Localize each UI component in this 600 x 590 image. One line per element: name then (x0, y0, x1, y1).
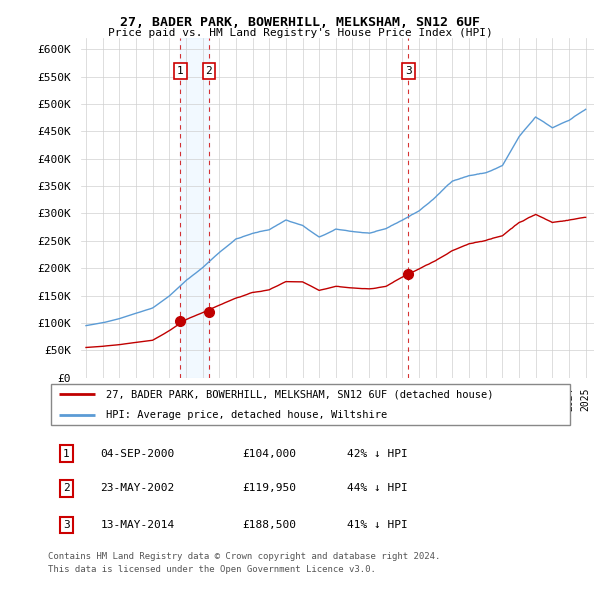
FancyBboxPatch shape (50, 384, 571, 425)
Text: 23-MAY-2002: 23-MAY-2002 (101, 483, 175, 493)
Text: 44% ↓ HPI: 44% ↓ HPI (347, 483, 408, 493)
Text: HPI: Average price, detached house, Wiltshire: HPI: Average price, detached house, Wilt… (106, 410, 387, 420)
Text: Contains HM Land Registry data © Crown copyright and database right 2024.: Contains HM Land Registry data © Crown c… (48, 552, 440, 560)
Text: 3: 3 (405, 66, 412, 76)
Text: £188,500: £188,500 (242, 520, 296, 530)
Text: 2: 2 (63, 483, 70, 493)
Text: £119,950: £119,950 (242, 483, 296, 493)
Text: 1: 1 (177, 66, 184, 76)
Text: 27, BADER PARK, BOWERHILL, MELKSHAM, SN12 6UF (detached house): 27, BADER PARK, BOWERHILL, MELKSHAM, SN1… (106, 389, 493, 399)
Text: 27, BADER PARK, BOWERHILL, MELKSHAM, SN12 6UF: 27, BADER PARK, BOWERHILL, MELKSHAM, SN1… (120, 16, 480, 29)
Bar (181, 38, 209, 378)
Text: 42% ↓ HPI: 42% ↓ HPI (347, 449, 408, 458)
Text: £104,000: £104,000 (242, 449, 296, 458)
Text: 2: 2 (206, 66, 212, 76)
Text: 1: 1 (63, 449, 70, 458)
Text: 04-SEP-2000: 04-SEP-2000 (101, 449, 175, 458)
Text: 13-MAY-2014: 13-MAY-2014 (101, 520, 175, 530)
Text: 3: 3 (63, 520, 70, 530)
Text: Price paid vs. HM Land Registry's House Price Index (HPI): Price paid vs. HM Land Registry's House … (107, 28, 493, 38)
Text: 41% ↓ HPI: 41% ↓ HPI (347, 520, 408, 530)
Text: This data is licensed under the Open Government Licence v3.0.: This data is licensed under the Open Gov… (48, 565, 376, 574)
